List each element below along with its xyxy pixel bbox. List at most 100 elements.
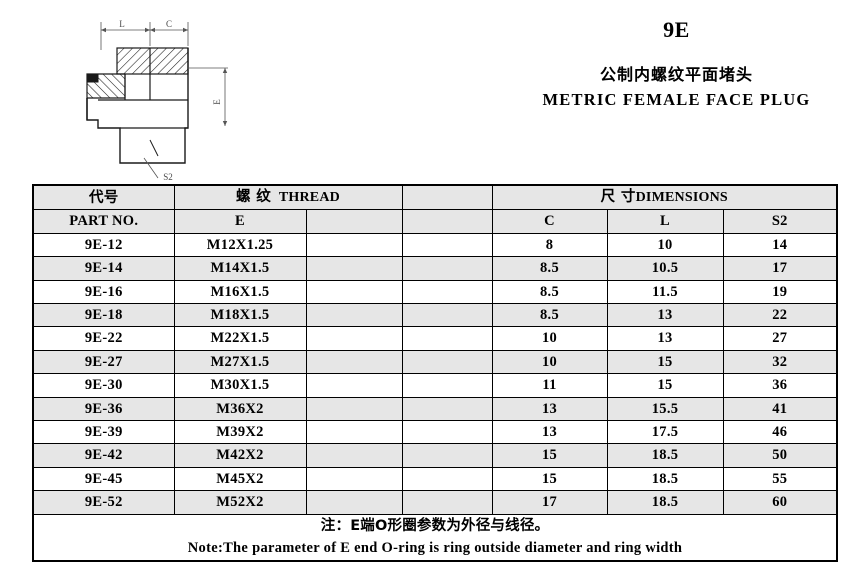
cell-dim-c: 15 — [491, 466, 608, 492]
table-row: 9E-16 M16X1.5 8.5 11.5 19 — [32, 279, 838, 305]
cell-blank-2 — [401, 443, 493, 468]
footnote-cell: 注：E端O形圈参数为外径与线径。 Note:The parameter of E… — [31, 513, 838, 562]
header-dimensions: 尺 寸DIMENSIONS — [491, 184, 838, 211]
dimension-e-line — [188, 67, 228, 126]
specification-table: 代号 螺 纹 THREAD 尺 寸DIMENSIONS PART NO. E C… — [31, 184, 839, 562]
cell-dim-s2: 60 — [722, 490, 838, 515]
cell-blank-2 — [401, 490, 493, 515]
table-foot: 注：E端O形圈参数为外径与线径。 Note:The parameter of E… — [31, 513, 838, 562]
header-thread-cn: 螺 纹 — [236, 189, 271, 205]
cell-blank-2 — [401, 396, 493, 422]
document-header: L C — [0, 0, 853, 180]
cell-dim-c: 17 — [491, 490, 608, 515]
dimension-s2-leader — [143, 157, 159, 179]
cell-dim-c: 8.5 — [491, 303, 608, 328]
cell-dim-l: 18.5 — [606, 490, 724, 515]
cell-dim-l: 18.5 — [606, 443, 724, 468]
cell-blank-2 — [401, 420, 493, 445]
cell-dim-s2: 27 — [722, 326, 838, 351]
table-head: 代号 螺 纹 THREAD 尺 寸DIMENSIONS PART NO. E C… — [32, 184, 838, 234]
cell-blank-2 — [401, 349, 493, 375]
cell-blank-1 — [305, 349, 403, 375]
plug-cross-section-svg: L C — [86, 19, 228, 180]
header-col-e: E — [173, 209, 307, 234]
cell-thread-e: M16X1.5 — [173, 279, 307, 305]
cell-dim-s2: 32 — [722, 349, 838, 375]
cell-dim-c: 10 — [491, 349, 608, 375]
cell-blank-1 — [305, 466, 403, 492]
cell-part-no: 9E-39 — [32, 420, 175, 445]
table-row: 9E-42 M42X2 15 18.5 50 — [32, 443, 838, 468]
cell-blank-1 — [305, 303, 403, 328]
cell-thread-e: M18X1.5 — [173, 303, 307, 328]
cell-dim-l: 13 — [606, 303, 724, 328]
cell-part-no: 9E-14 — [32, 256, 175, 281]
bore-edges — [124, 48, 151, 100]
technical-drawing: L C — [62, 8, 292, 180]
cell-part-no: 9E-12 — [32, 232, 175, 258]
table-row: 9E-39 M39X2 13 17.5 46 — [32, 420, 838, 445]
header-row-sub: PART NO. E C L S2 — [32, 209, 838, 234]
cell-blank-1 — [305, 420, 403, 445]
table-row: 9E-45 M45X2 15 18.5 55 — [32, 466, 838, 492]
header-dimensions-en: DIMENSIONS — [635, 190, 728, 205]
product-title-english: METRIC FEMALE FACE PLUG — [542, 89, 811, 109]
cell-blank-2 — [401, 232, 493, 258]
cell-part-no: 9E-45 — [32, 466, 175, 492]
cell-thread-e: M52X2 — [173, 490, 307, 515]
header-blank-b — [305, 209, 403, 234]
title-block: 9E 公制内螺纹平面堵头 METRIC FEMALE FACE PLUG — [500, 17, 853, 111]
cell-dim-c: 8.5 — [491, 256, 608, 281]
cell-blank-2 — [401, 256, 493, 281]
cell-thread-e: M30X1.5 — [173, 373, 307, 398]
header-row-top: 代号 螺 纹 THREAD 尺 寸DIMENSIONS — [32, 184, 838, 211]
dim-label-l: L — [119, 19, 125, 29]
cell-blank-2 — [401, 279, 493, 305]
cell-thread-e: M27X1.5 — [173, 349, 307, 375]
product-title-chinese: 公制内螺纹平面堵头 — [599, 65, 753, 85]
cell-dim-s2: 41 — [722, 396, 838, 422]
cell-dim-c: 8.5 — [491, 279, 608, 305]
cell-dim-c: 15 — [491, 443, 608, 468]
cell-blank-1 — [305, 373, 403, 398]
cell-dim-c: 10 — [491, 326, 608, 351]
cell-dim-s2: 55 — [722, 466, 838, 492]
cell-blank-1 — [305, 232, 403, 258]
cell-dim-l: 10 — [606, 232, 724, 258]
oring-seat-hatched — [86, 73, 126, 99]
table-row: 9E-27 M27X1.5 10 15 32 — [32, 349, 838, 375]
table-row: 9E-18 M18X1.5 8.5 13 22 — [32, 303, 838, 328]
table-body: 9E-12 M12X1.25 8 10 14 9E-14 M14X1.5 8.5 10.5 17 9… — [32, 232, 838, 515]
cell-dim-l: 13 — [606, 326, 724, 351]
header-blank-a — [401, 184, 493, 211]
cell-dim-l: 17.5 — [606, 420, 724, 445]
cell-part-no: 9E-16 — [32, 279, 175, 305]
cell-dim-s2: 46 — [722, 420, 838, 445]
header-dimensions-cn: 尺 寸 — [600, 189, 636, 205]
cell-part-no: 9E-22 — [32, 326, 175, 351]
footnote-chinese: 注：E端O形圈参数为外径与线径。 — [320, 517, 550, 534]
specification-table-container: 代号 螺 纹 THREAD 尺 寸DIMENSIONS PART NO. E C… — [31, 184, 839, 562]
header-col-l: L — [606, 209, 724, 234]
table-row: 9E-12 M12X1.25 8 10 14 — [32, 232, 838, 258]
cell-blank-1 — [305, 443, 403, 468]
header-blank-c — [401, 209, 493, 234]
header-part-no-cn: 代号 — [32, 184, 175, 211]
dimension-witness-lines — [100, 22, 189, 50]
header-thread-en: THREAD — [278, 190, 340, 205]
cell-thread-e: M39X2 — [173, 420, 307, 445]
cell-dim-l: 18.5 — [606, 466, 724, 492]
header-col-s2: S2 — [722, 209, 838, 234]
upper-hatched-body — [116, 47, 189, 75]
cell-dim-s2: 36 — [722, 373, 838, 398]
cell-dim-s2: 50 — [722, 443, 838, 468]
cell-dim-s2: 19 — [722, 279, 838, 305]
footnote-english: Note:The parameter of E end O-ring is ri… — [187, 540, 683, 557]
cell-part-no: 9E-52 — [32, 490, 175, 515]
table-row: 9E-36 M36X2 13 15.5 41 — [32, 396, 838, 422]
cell-thread-e: M22X1.5 — [173, 326, 307, 351]
cell-blank-1 — [305, 490, 403, 515]
dimension-arrow-lines — [101, 27, 188, 33]
cell-part-no: 9E-36 — [32, 396, 175, 422]
cell-part-no: 9E-42 — [32, 443, 175, 468]
